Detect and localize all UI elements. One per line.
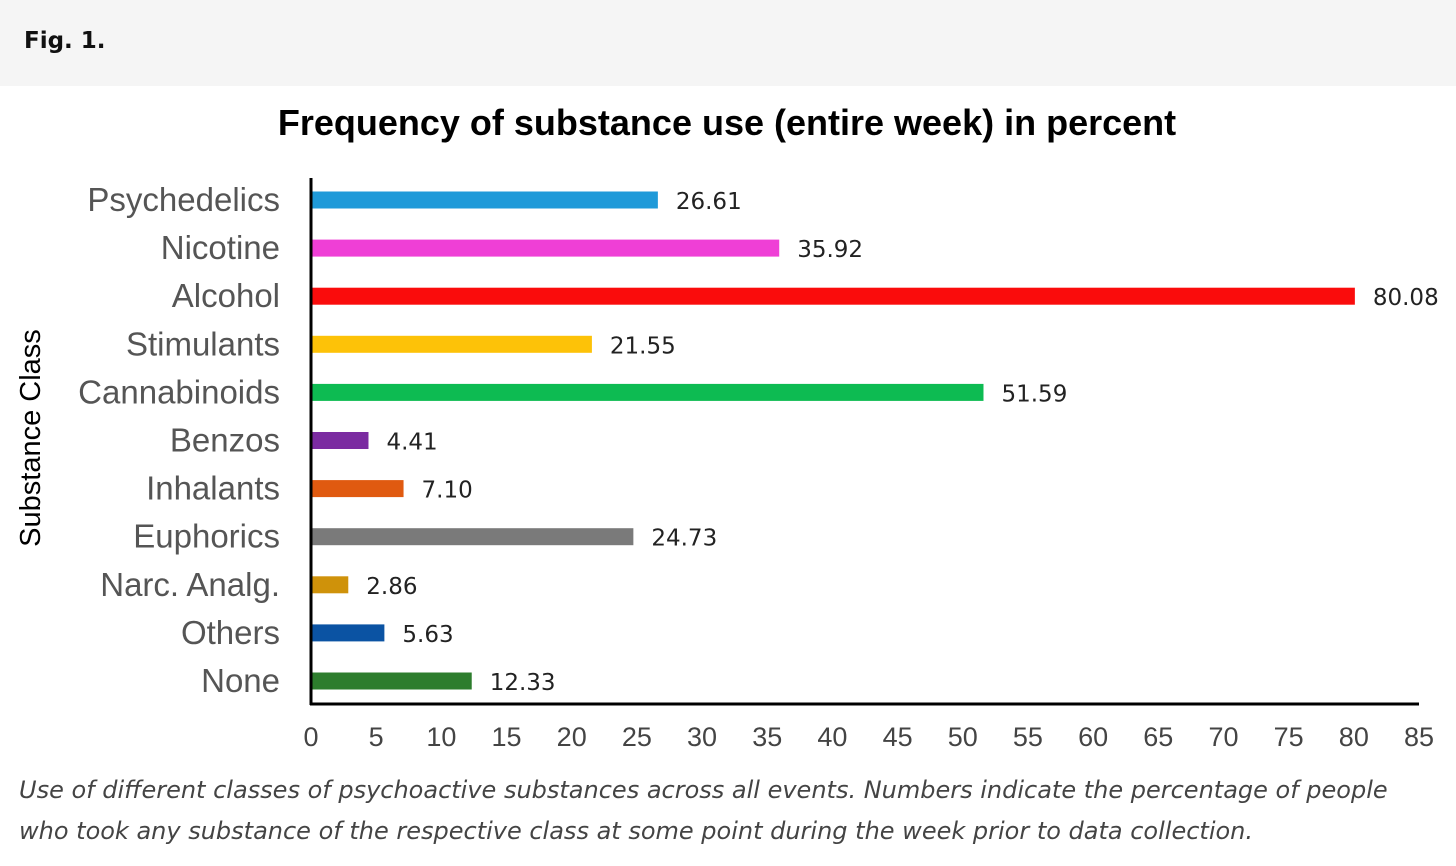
category-label: Psychedelics xyxy=(87,181,280,218)
bar-euphorics xyxy=(311,528,634,546)
value-label: 12.33 xyxy=(490,670,556,696)
value-label: 51.59 xyxy=(1001,381,1067,407)
value-label: 35.92 xyxy=(797,237,863,263)
figure-header: Fig. 1. xyxy=(0,0,1456,86)
figure-label: Fig. 1. xyxy=(24,28,106,54)
bar-narc-analg- xyxy=(311,576,349,594)
category-label: Alcohol xyxy=(172,277,280,314)
x-tick-label: 5 xyxy=(369,722,384,752)
x-tick-label: 40 xyxy=(817,722,847,752)
category-label: Stimulants xyxy=(126,325,280,362)
x-tick-label: 75 xyxy=(1274,722,1304,752)
value-label: 5.63 xyxy=(402,622,453,648)
value-label: 21.55 xyxy=(610,333,676,359)
value-label: 7.10 xyxy=(422,478,473,504)
category-label: Euphorics xyxy=(133,518,280,555)
bar-alcohol xyxy=(311,287,1355,305)
bar-benzos xyxy=(311,432,369,449)
x-tick-label: 50 xyxy=(948,722,978,752)
bar-cannabinoids xyxy=(311,383,984,401)
value-label: 26.61 xyxy=(676,189,742,215)
bar-psychedelics xyxy=(311,191,658,209)
value-label: 2.86 xyxy=(366,574,417,600)
x-tick-label: 80 xyxy=(1339,722,1369,752)
category-label: Narc. Analg. xyxy=(100,566,280,603)
category-label: Others xyxy=(181,614,280,651)
x-tick-label: 35 xyxy=(752,722,782,752)
bar-none xyxy=(311,672,472,690)
x-tick-label: 15 xyxy=(492,722,522,752)
value-label: 80.08 xyxy=(1373,285,1439,311)
x-tick-label: 45 xyxy=(883,722,913,752)
bar-stimulants xyxy=(311,335,592,353)
category-label: Inhalants xyxy=(146,470,280,507)
x-tick-label: 55 xyxy=(1013,722,1043,752)
y-axis-label: Substance Class xyxy=(15,329,47,547)
x-tick-label: 25 xyxy=(622,722,652,752)
bar-chart: Frequency of substance use (entire week)… xyxy=(15,102,1439,752)
x-tick-label: 20 xyxy=(557,722,587,752)
bar-nicotine xyxy=(311,239,780,257)
category-label: Cannabinoids xyxy=(78,373,280,410)
value-label: 4.41 xyxy=(386,430,437,456)
value-label: 24.73 xyxy=(651,526,717,552)
x-tick-label: 30 xyxy=(687,722,717,752)
category-label: Nicotine xyxy=(161,229,280,266)
x-tick-label: 65 xyxy=(1143,722,1173,752)
chart-area: Frequency of substance use (entire week)… xyxy=(0,86,1456,752)
x-tick-label: 70 xyxy=(1208,722,1238,752)
chart-title: Frequency of substance use (entire week)… xyxy=(278,102,1176,143)
x-tick-label: 85 xyxy=(1404,722,1434,752)
category-label: Benzos xyxy=(170,422,280,459)
x-tick-label: 0 xyxy=(303,722,318,752)
category-label: None xyxy=(201,662,280,699)
x-tick-label: 10 xyxy=(426,722,456,752)
figure-caption: Use of different classes of psychoactive… xyxy=(19,776,1388,845)
x-tick-label: 60 xyxy=(1078,722,1108,752)
bar-inhalants xyxy=(311,480,404,498)
bar-others xyxy=(311,624,385,642)
